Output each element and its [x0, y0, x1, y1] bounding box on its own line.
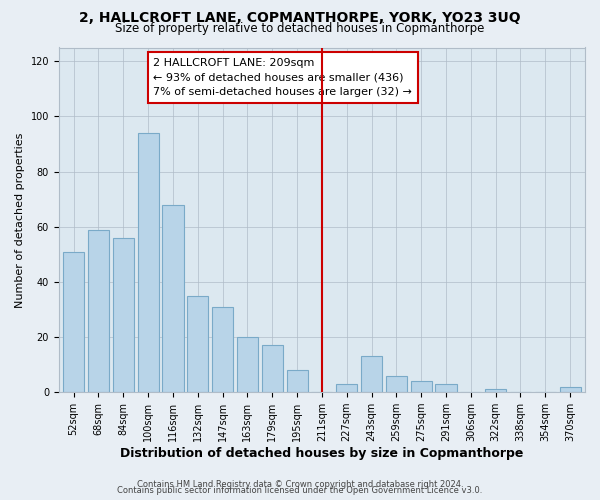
Bar	[88, 230, 109, 392]
Text: Size of property relative to detached houses in Copmanthorpe: Size of property relative to detached ho…	[115, 22, 485, 35]
Bar	[163, 204, 184, 392]
Bar	[560, 386, 581, 392]
Bar	[212, 306, 233, 392]
Bar	[336, 384, 357, 392]
Bar	[137, 133, 158, 392]
Bar	[361, 356, 382, 392]
Bar	[262, 346, 283, 392]
Bar	[113, 238, 134, 392]
Text: Contains HM Land Registry data © Crown copyright and database right 2024.: Contains HM Land Registry data © Crown c…	[137, 480, 463, 489]
Bar	[187, 296, 208, 392]
Bar	[410, 381, 432, 392]
Bar	[386, 376, 407, 392]
Bar	[237, 337, 258, 392]
Bar	[436, 384, 457, 392]
Bar	[63, 252, 84, 392]
Bar	[485, 390, 506, 392]
Text: 2, HALLCROFT LANE, COPMANTHORPE, YORK, YO23 3UQ: 2, HALLCROFT LANE, COPMANTHORPE, YORK, Y…	[79, 11, 521, 25]
Bar	[287, 370, 308, 392]
Y-axis label: Number of detached properties: Number of detached properties	[15, 132, 25, 308]
Text: 2 HALLCROFT LANE: 209sqm
← 93% of detached houses are smaller (436)
7% of semi-d: 2 HALLCROFT LANE: 209sqm ← 93% of detach…	[154, 58, 412, 98]
X-axis label: Distribution of detached houses by size in Copmanthorpe: Distribution of detached houses by size …	[120, 447, 524, 460]
Text: Contains public sector information licensed under the Open Government Licence v3: Contains public sector information licen…	[118, 486, 482, 495]
